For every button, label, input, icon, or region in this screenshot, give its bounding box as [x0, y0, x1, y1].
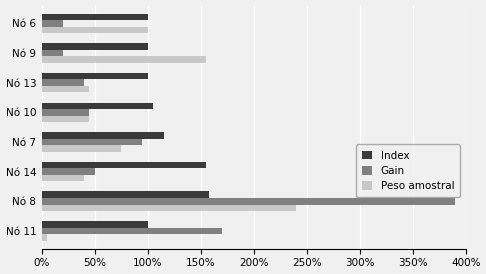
Bar	[42, 204, 296, 211]
Bar	[42, 132, 164, 139]
Bar	[42, 116, 89, 122]
Bar	[42, 221, 148, 228]
Bar	[42, 13, 148, 20]
Bar	[42, 27, 148, 33]
Bar	[42, 228, 222, 234]
Bar	[42, 20, 63, 27]
Bar	[42, 234, 47, 241]
Bar	[42, 50, 63, 56]
Bar	[42, 145, 121, 152]
Bar	[42, 43, 148, 50]
Bar	[42, 73, 148, 79]
Bar	[42, 198, 455, 204]
Bar	[42, 168, 95, 175]
Bar	[42, 79, 84, 86]
Bar	[42, 162, 206, 168]
Legend: Index, Gain, Peso amostral: Index, Gain, Peso amostral	[356, 144, 461, 197]
Bar	[42, 109, 89, 116]
Bar	[42, 192, 209, 198]
Bar	[42, 102, 153, 109]
Bar	[42, 56, 206, 63]
Bar	[42, 86, 89, 92]
Bar	[42, 175, 84, 181]
Bar	[42, 139, 142, 145]
